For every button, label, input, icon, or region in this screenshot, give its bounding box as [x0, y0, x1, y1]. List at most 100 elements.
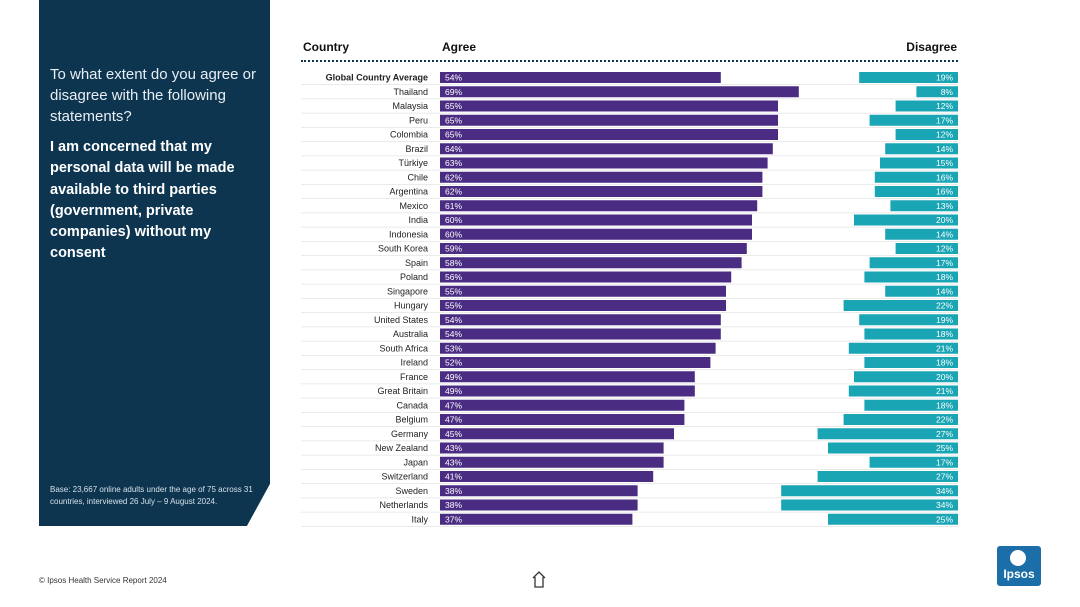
country-label: Australia — [393, 329, 428, 339]
agree-value-label: 65% — [445, 130, 462, 140]
disagree-value-label: 25% — [936, 443, 953, 453]
disagree-value-label: 14% — [936, 229, 953, 239]
disagree-value-label: 22% — [936, 415, 953, 425]
agree-value-label: 38% — [445, 500, 462, 510]
disagree-bar — [869, 456, 958, 468]
disagree-bar — [828, 513, 958, 525]
disagree-bar — [869, 257, 958, 269]
agree-value-label: 69% — [445, 87, 462, 97]
disagree-bar — [781, 485, 958, 497]
disagree-bar — [885, 285, 958, 297]
country-label: South Africa — [379, 343, 428, 353]
ipsos-logo: Ipsos — [997, 546, 1041, 586]
disagree-value-label: 21% — [936, 343, 953, 353]
agree-value-label: 61% — [445, 201, 462, 211]
disagree-value-label: 27% — [936, 429, 953, 439]
agree-bar — [440, 371, 695, 383]
disagree-value-label: 12% — [936, 101, 953, 111]
country-label: Spain — [405, 258, 428, 268]
disagree-value-label: 14% — [936, 286, 953, 296]
base-note: Base: 23,667 online adults under the age… — [50, 485, 253, 506]
country-label: Netherlands — [379, 500, 428, 510]
agree-bar — [440, 328, 721, 340]
country-label: Italy — [411, 514, 428, 524]
agree-bar — [440, 271, 732, 283]
agree-bar — [440, 243, 747, 254]
agree-value-label: 56% — [445, 272, 462, 282]
disagree-value-label: 25% — [936, 514, 953, 524]
disagree-value-label: 18% — [936, 358, 953, 368]
agree-bar — [440, 471, 654, 482]
disagree-value-label: 27% — [936, 472, 953, 482]
agree-value-label: 58% — [445, 258, 462, 268]
agree-value-label: 64% — [445, 144, 462, 154]
agree-bar — [440, 499, 638, 511]
country-label: France — [400, 372, 428, 382]
agree-value-label: 47% — [445, 415, 462, 425]
country-label: Chile — [407, 172, 428, 182]
agree-header: Agree — [442, 40, 477, 54]
agree-bar — [440, 314, 721, 326]
disagree-value-label: 17% — [936, 457, 953, 467]
agree-value-label: 63% — [445, 158, 462, 168]
country-label: Mexico — [399, 201, 428, 211]
disagree-value-label: 13% — [936, 201, 953, 211]
disagree-bar — [848, 342, 958, 354]
agree-value-label: 41% — [445, 472, 462, 482]
question-panel: To what extent do you agree or disagree … — [39, 0, 270, 526]
agree-value-label: 65% — [445, 101, 462, 111]
country-label: Colombia — [390, 130, 428, 140]
agree-bar — [440, 385, 695, 397]
agree-value-label: 54% — [445, 329, 462, 339]
agree-bar — [440, 157, 768, 169]
disagree-value-label: 18% — [936, 329, 953, 339]
disagree-bar — [916, 86, 958, 98]
country-label: Singapore — [387, 286, 428, 296]
home-icon[interactable] — [531, 570, 547, 588]
disagree-bar — [874, 186, 958, 197]
disagree-bar — [864, 399, 958, 411]
country-label: Indonesia — [389, 229, 428, 239]
disagree-bar — [880, 157, 958, 169]
agree-value-label: 49% — [445, 386, 462, 396]
agree-value-label: 55% — [445, 286, 462, 296]
agree-bar — [440, 428, 674, 440]
agree-value-label: 65% — [445, 115, 462, 125]
disagree-value-label: 20% — [936, 215, 953, 225]
agree-value-label: 53% — [445, 343, 462, 353]
country-label: Peru — [409, 115, 428, 125]
agree-bar — [440, 171, 763, 183]
agree-bar — [440, 143, 773, 155]
country-label: Japan — [403, 457, 428, 467]
disagree-header: Disagree — [906, 40, 957, 54]
country-label: Argentina — [389, 187, 428, 197]
country-label: Brazil — [405, 144, 428, 154]
agree-value-label: 37% — [445, 514, 462, 524]
agree-bar — [440, 357, 711, 368]
country-label: Hungary — [394, 301, 429, 311]
country-label: United States — [374, 315, 429, 325]
disagree-bar — [874, 171, 958, 183]
country-label: Sweden — [395, 486, 428, 496]
disagree-value-label: 20% — [936, 372, 953, 382]
agree-bar — [440, 214, 752, 226]
disagree-value-label: 12% — [936, 130, 953, 140]
disagree-value-label: 14% — [936, 144, 953, 154]
country-label: Germany — [391, 429, 429, 439]
country-label: India — [408, 215, 428, 225]
agree-value-label: 60% — [445, 229, 462, 239]
agree-bar — [440, 228, 752, 240]
agree-bar — [440, 285, 726, 297]
disagree-value-label: 8% — [941, 87, 954, 97]
disagree-bar — [828, 442, 958, 454]
country-label: New Zealand — [375, 443, 428, 453]
disagree-bar — [854, 371, 958, 383]
agree-bar — [440, 513, 633, 525]
agree-bar — [440, 114, 778, 126]
agree-value-label: 54% — [445, 315, 462, 325]
disagree-bar — [848, 385, 958, 397]
disagree-bar — [864, 271, 958, 283]
disagree-value-label: 18% — [936, 400, 953, 410]
logo-mark-icon — [1010, 550, 1026, 566]
